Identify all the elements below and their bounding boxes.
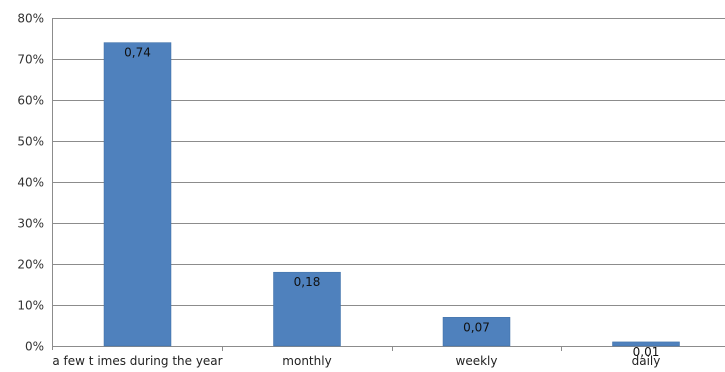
- bar: [273, 271, 341, 347]
- y-tick-label: 50%: [17, 135, 44, 149]
- y-tick-label: 0%: [25, 340, 44, 354]
- x-category-label: monthly: [282, 354, 331, 368]
- y-tick-label: 80%: [17, 12, 44, 26]
- x-category-label: daily: [632, 354, 661, 368]
- y-tick-label: 20%: [17, 258, 44, 272]
- data-label: 0,74: [124, 46, 151, 60]
- data-label: 0,07: [463, 320, 490, 334]
- labels: 0% 10% 20% 30% 40% 50% 60% 70% 80% 0,74 a few t im…: [17, 12, 660, 369]
- y-tick-label: 40%: [17, 176, 44, 190]
- data-label: 0,18: [294, 275, 321, 289]
- y-tick-label: 30%: [17, 217, 44, 231]
- bar: [103, 42, 172, 347]
- y-tick-label: 10%: [17, 299, 44, 313]
- x-category-label: a few t imes during the year: [52, 354, 222, 368]
- x-category-label: weekly: [456, 354, 498, 368]
- y-tick-label: 60%: [17, 94, 44, 108]
- y-tick-label: 70%: [17, 53, 44, 67]
- bar: [442, 317, 511, 347]
- axes: [52, 18, 725, 351]
- bars: [103, 42, 680, 347]
- data-label: 0,01: [633, 345, 660, 359]
- bar: [612, 341, 680, 347]
